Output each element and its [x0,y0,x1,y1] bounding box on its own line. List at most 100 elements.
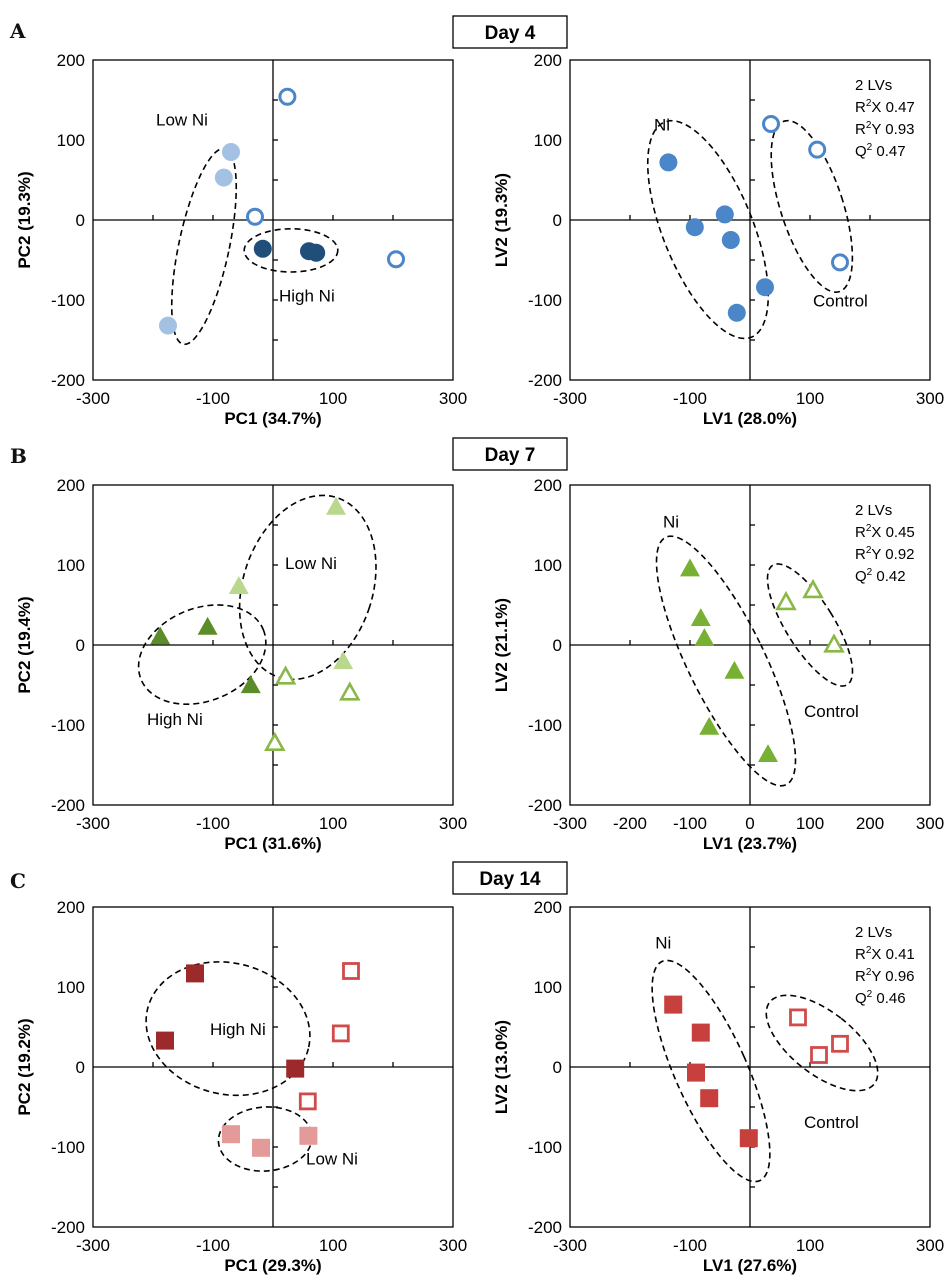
day-label-box-b: Day 7 [452,437,568,471]
control-point [831,253,849,272]
model-stats: 2 LVs R2X 0.45 R2Y 0.92 Q2 0.42 [855,502,915,585]
y-tick-label: -100 [528,1138,562,1157]
y-tick-label: 0 [553,636,562,655]
x-tick-label: -300 [553,389,587,408]
y-tick-label: 100 [57,978,85,997]
panel-letter-c: C [10,869,26,893]
open-series-point [264,731,286,752]
day-label-c: Day 14 [479,869,541,890]
group-ellipse [651,959,771,1183]
panel-letter-a: A [9,19,26,43]
model-stat-line: R2X 0.45 [855,523,915,541]
open-series-point [331,1024,350,1043]
low-ni-point [333,651,354,670]
ni-point [721,231,740,249]
ni-point [694,628,715,646]
y-tick-label: 200 [534,51,562,70]
day-label-box-c: Day 14 [452,861,568,895]
y-tick-label: 200 [534,898,562,917]
x-tick-label: -100 [196,1236,230,1255]
group-ellipse [655,535,797,787]
model-stat-line: R2Y 0.93 [855,120,915,138]
x-tick-label: -100 [673,1236,707,1255]
y-tick-label: 100 [57,131,85,150]
group-label: Low Ni [156,111,208,130]
scatter-panel-5: -300 -100 100 300 -200 -100 0 100 200 PC1 (29.3%)… [15,898,467,1275]
low-ni-point [159,316,177,335]
y-tick-label: 0 [76,1058,85,1077]
open-series-point [387,250,405,269]
group-label: Low Ni [306,1150,358,1169]
x-tick-label: 200 [856,814,884,833]
high-ni-point [307,243,326,262]
x-axis-title: LV1 (28.0%) [703,409,797,428]
model-stat-line: R2Y 0.96 [855,967,915,985]
x-tick-label: 300 [439,1236,467,1255]
y-tick-label: -100 [51,1138,85,1157]
high-ni-point [286,1059,305,1078]
y-axis-title: PC2 (19.4%) [15,596,34,693]
group-ellipse [145,961,311,1097]
ni-point [690,608,711,626]
y-axis-title: PC2 (19.3%) [15,171,34,268]
y-tick-label: 200 [57,898,85,917]
group-label: Control [804,1113,859,1132]
open-series-point [246,207,264,226]
plots-group: -300 -100 100 300 -200 -100 0 100 200 PC1 (34.7%)… [15,51,944,1275]
scatter-panel-6: -300 -100 100 300 -200 -100 0 100 200 LV1 (27.6%)… [492,898,944,1275]
group-label: Ni [663,512,679,531]
control-point [823,633,845,653]
scatter-panel-3: -300 -100 100 300 -200 -100 0 100 200 PC1 (31.6%)… [15,476,467,853]
ni-point [756,278,774,297]
x-tick-label: 300 [439,389,467,408]
x-tick-label: 300 [439,814,467,833]
low-ni-point [222,1125,240,1144]
y-axis-title: LV2 (13.0%) [492,1020,511,1114]
y-tick-label: 100 [534,131,562,150]
model-stat-line: Q2 0.47 [855,142,906,160]
ni-point [699,716,720,735]
y-tick-label: -200 [51,371,85,390]
day-label-b: Day 7 [485,445,536,466]
control-point [831,1034,849,1053]
x-tick-label: 100 [796,1236,824,1255]
ni-point [664,995,683,1014]
y-tick-label: 100 [534,978,562,997]
x-tick-label: 100 [319,389,347,408]
y-axis-title: PC2 (19.2%) [15,1018,34,1115]
x-tick-label: 300 [916,814,944,833]
x-tick-label: -300 [553,1236,587,1255]
low-ni-point [326,496,346,515]
group-label: High Ni [147,710,203,729]
x-tick-label: 300 [916,1236,944,1255]
group-label: Ni [654,115,670,134]
y-tick-label: -100 [528,291,562,310]
group-label: Ni [655,934,671,953]
group-ellipse [137,604,267,706]
scatter-panel-1: -300 -100 100 300 -200 -100 0 100 200 PC1 (34.7%)… [15,51,467,428]
y-tick-label: 200 [57,51,85,70]
model-stats: 2 LVs R2X 0.41 R2Y 0.96 Q2 0.46 [855,924,915,1007]
ni-point [659,153,678,172]
high-ni-point [253,239,272,258]
control-point [762,115,780,133]
model-stat-line: Q2 0.42 [855,567,906,585]
ni-point [691,1023,710,1042]
control-point [789,1008,807,1027]
ni-point [685,218,704,237]
model-stat-line: R2Y 0.92 [855,545,915,563]
y-tick-label: -100 [51,291,85,310]
x-tick-label: -100 [196,389,230,408]
open-series-point [298,1092,317,1111]
y-tick-label: -100 [528,716,562,735]
x-axis-title: PC1 (31.6%) [224,834,321,853]
ni-point [758,744,778,762]
model-stat-line: 2 LVs [855,77,892,94]
scatter-panel-2: -300 -100 100 300 -200 -100 0 100 200 LV1 (28.0%)… [492,51,944,428]
ni-point [680,558,700,577]
y-tick-label: -100 [51,716,85,735]
group-ellipse [770,119,854,293]
x-tick-label: 100 [319,1236,347,1255]
y-tick-label: 0 [553,211,562,230]
